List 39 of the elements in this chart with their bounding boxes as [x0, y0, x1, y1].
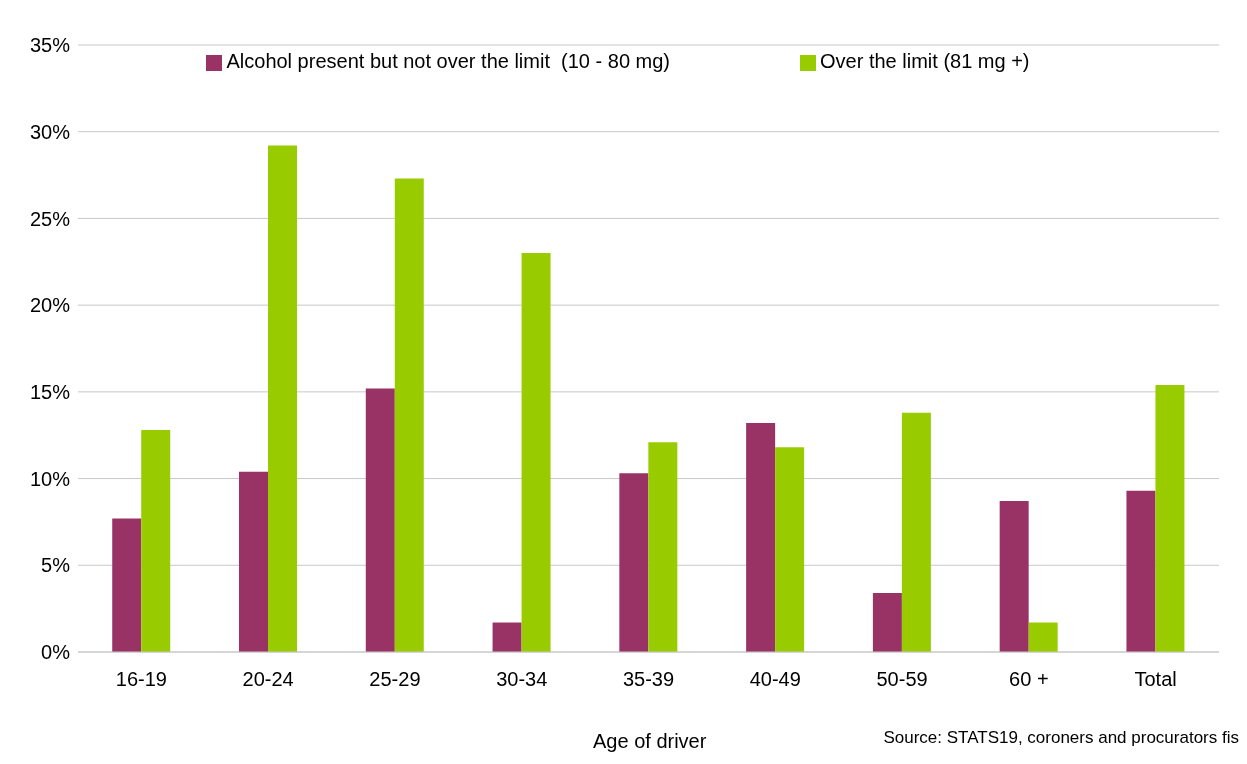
bar: [648, 442, 678, 652]
y-tick-label: 25%: [29, 207, 71, 230]
y-tick-label: 0%: [41, 641, 71, 664]
bar: [999, 501, 1029, 652]
y-tick-label: 20%: [29, 294, 71, 317]
y-tick-label: 5%: [41, 554, 71, 577]
bar: [1126, 490, 1156, 652]
x-tick-label: 20-24: [242, 668, 294, 691]
bar: [1155, 384, 1185, 652]
bar: [1028, 622, 1058, 652]
bar: [141, 430, 171, 652]
x-tick-label: 30-34: [496, 668, 548, 691]
x-axis-title: Age of driver: [593, 730, 707, 753]
bar: [239, 471, 269, 652]
x-tick-label: 16-19: [115, 668, 167, 691]
x-tick-label: Total: [1134, 668, 1177, 691]
bar: [901, 412, 931, 652]
bar: [268, 145, 298, 652]
bar: [775, 447, 805, 652]
legend-label: Alcohol present but not over the limit (10 - 80 mg): [226, 50, 671, 72]
bar: [112, 518, 142, 652]
legend-label: Over the limit (81 mg +): [820, 50, 1030, 72]
x-tick-label: 40-49: [749, 668, 801, 691]
bar: [521, 253, 551, 652]
x-tick-label: 35-39: [622, 668, 675, 691]
bar: [365, 388, 395, 652]
y-tick-label: 35%: [29, 34, 71, 57]
source-note: Source: STATS19, coroners and procurators fis: [883, 728, 1239, 748]
y-tick-label: 30%: [29, 120, 71, 143]
bar: [619, 473, 649, 652]
bar: [746, 423, 776, 652]
y-tick-label: 10%: [29, 467, 71, 490]
y-tick-label: 15%: [29, 380, 71, 403]
bar: [872, 593, 902, 652]
x-tick-label: 60 +: [1009, 668, 1049, 691]
x-tick-label: 25-29: [369, 668, 421, 691]
bar: [492, 622, 522, 652]
bar: [394, 178, 424, 652]
x-tick-label: 50-59: [876, 668, 928, 691]
